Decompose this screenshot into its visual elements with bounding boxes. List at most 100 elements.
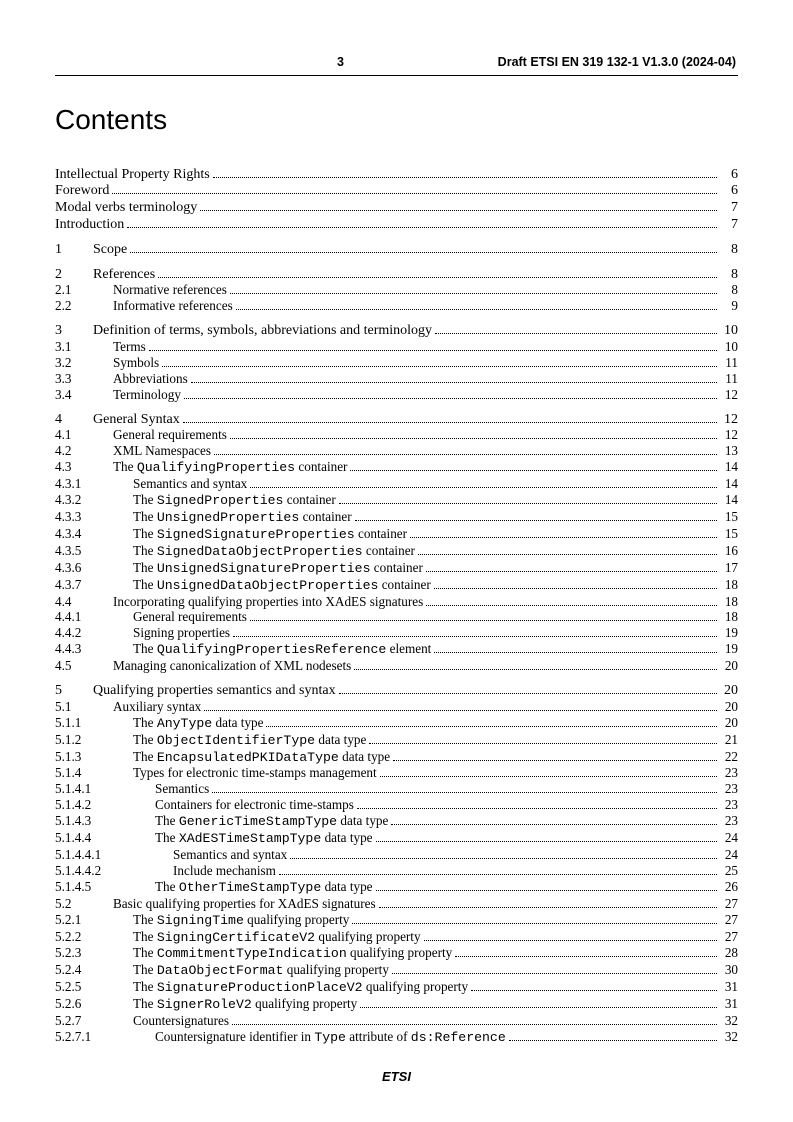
toc-entry-label: Symbols bbox=[113, 356, 159, 371]
toc-leader-dots bbox=[232, 1015, 717, 1025]
toc-leader-dots bbox=[355, 511, 717, 521]
toc-entry: 5.2.7Countersignatures32 bbox=[55, 1014, 738, 1030]
toc-entry-page: 10 bbox=[720, 323, 738, 339]
toc-leader-dots bbox=[230, 284, 717, 294]
toc-entry-label: The AnyType data type bbox=[133, 716, 263, 732]
toc-entry-number: 5.1.4.5 bbox=[55, 880, 155, 895]
toc-entry: 4.1General requirements12 bbox=[55, 428, 738, 444]
toc-leader-dots bbox=[379, 897, 717, 907]
toc-entry: 4.4.3The QualifyingPropertiesReference e… bbox=[55, 642, 738, 659]
toc-entry: 1Scope8 bbox=[55, 241, 738, 258]
toc-leader-dots bbox=[434, 643, 717, 653]
toc-entry: 4.3.1Semantics and syntax14 bbox=[55, 477, 738, 493]
contents-heading: Contents bbox=[55, 104, 738, 136]
toc-entry-label: Modal verbs terminology bbox=[55, 200, 197, 216]
toc-entry-number: 3.2 bbox=[55, 356, 113, 371]
toc-leader-dots bbox=[266, 717, 717, 727]
toc-entry-page: 23 bbox=[720, 766, 738, 781]
toc-entry-label: The GenericTimeStampType data type bbox=[155, 814, 388, 830]
toc-entry-label: Terms bbox=[113, 340, 146, 355]
toc-entry: 5.1.4.5The OtherTimeStampType data type 2… bbox=[55, 879, 738, 896]
toc-entry-page: 8 bbox=[720, 267, 738, 283]
toc-leader-dots bbox=[127, 218, 717, 228]
toc-entry-label: Countersignatures bbox=[133, 1014, 229, 1029]
toc-leader-dots bbox=[290, 849, 717, 859]
toc-leader-dots bbox=[130, 243, 717, 253]
toc-entry: 5Qualifying properties semantics and syn… bbox=[55, 683, 738, 700]
toc-entry-label: Introduction bbox=[55, 217, 124, 233]
document-reference: Draft ETSI EN 319 132-1 V1.3.0 (2024-04) bbox=[498, 55, 736, 69]
toc-entry-number: 5.1.4.4.1 bbox=[55, 848, 173, 863]
toc-leader-dots bbox=[435, 324, 717, 334]
toc-leader-dots bbox=[233, 627, 717, 637]
toc-entry: 4.3The QualifyingProperties container14 bbox=[55, 460, 738, 477]
toc-entry-page: 26 bbox=[720, 880, 738, 895]
toc-entry-label: Countersignature identifier in Type attr… bbox=[155, 1030, 506, 1046]
toc-entry-page: 22 bbox=[720, 750, 738, 765]
toc-leader-dots bbox=[183, 412, 717, 422]
toc-leader-dots bbox=[455, 947, 717, 957]
toc-entry: 5.1.4.4.2Include mechanism25 bbox=[55, 863, 738, 879]
toc-leader-dots bbox=[339, 684, 717, 694]
toc-entry-label: The SignatureProductionPlaceV2 qualifyin… bbox=[133, 980, 468, 996]
toc-entry-label: The DataObjectFormat qualifying property bbox=[133, 963, 389, 979]
toc-entry-label: Semantics and syntax bbox=[173, 848, 287, 863]
toc-entry-page: 18 bbox=[720, 595, 738, 610]
toc-entry-label: The ObjectIdentifierType data type bbox=[133, 733, 366, 749]
toc-entry-page: 9 bbox=[720, 299, 738, 314]
toc-entry-number: 5.1.2 bbox=[55, 733, 133, 748]
toc-entry: 4.3.7The UnsignedDataObjectProperties co… bbox=[55, 577, 738, 594]
toc-entry-number: 4.1 bbox=[55, 428, 113, 443]
page-number: 3 bbox=[337, 55, 344, 69]
toc-entry-label: The UnsignedSignatureProperties containe… bbox=[133, 561, 423, 577]
toc-entry-label: The UnsignedProperties container bbox=[133, 510, 352, 526]
page-footer: ETSI bbox=[0, 1069, 793, 1084]
toc-leader-dots bbox=[434, 578, 717, 588]
toc-entry-number: 5 bbox=[55, 683, 93, 699]
toc-entry-number: 4.3.1 bbox=[55, 477, 133, 492]
toc-entry-label: Qualifying properties semantics and synt… bbox=[93, 683, 336, 699]
toc-leader-dots bbox=[471, 981, 717, 991]
toc-block: 1Scope8 bbox=[55, 241, 738, 258]
toc-entry-page: 14 bbox=[720, 493, 738, 508]
toc-entry-label: Types for electronic time-stamps managem… bbox=[133, 766, 377, 781]
toc-entry-page: 20 bbox=[720, 683, 738, 699]
toc-entry: 3.3Abbreviations11 bbox=[55, 371, 738, 387]
toc-entry-number: 4.4.1 bbox=[55, 610, 133, 625]
toc-entry: 4.2XML Namespaces13 bbox=[55, 444, 738, 460]
toc-entry-label: Include mechanism bbox=[173, 864, 276, 879]
toc-entry-page: 20 bbox=[720, 716, 738, 731]
toc-entry-page: 25 bbox=[720, 864, 738, 879]
toc-entry-number: 4.4.3 bbox=[55, 642, 133, 657]
toc-entry-number: 4.3.7 bbox=[55, 578, 133, 593]
toc-entry-label: The OtherTimeStampType data type bbox=[155, 880, 373, 896]
toc-entry-number: 4.3.3 bbox=[55, 510, 133, 525]
toc-entry: 5.1.4.4.1Semantics and syntax24 bbox=[55, 848, 738, 864]
toc-block: Intellectual Property Rights6Foreword6Mo… bbox=[55, 166, 738, 233]
toc-entry-page: 7 bbox=[720, 217, 738, 233]
toc-entry-number: 3 bbox=[55, 323, 93, 339]
toc-entry: 5.2.7.1Countersignature identifier in Ty… bbox=[55, 1029, 738, 1046]
toc-entry-page: 15 bbox=[720, 510, 738, 525]
toc-entry-number: 4.3.4 bbox=[55, 527, 133, 542]
toc-entry: 5.2Basic qualifying properties for XAdES… bbox=[55, 896, 738, 912]
toc-leader-dots bbox=[212, 783, 717, 793]
toc-entry-label: The QualifyingPropertiesReference elemen… bbox=[133, 642, 431, 658]
toc-entry-label: The SignedDataObjectProperties container bbox=[133, 544, 415, 560]
toc-entry: Modal verbs terminology7 bbox=[55, 200, 738, 217]
toc-entry: 5.1.2The ObjectIdentifierType data type2… bbox=[55, 732, 738, 749]
toc-entry: 5.1.3The EncapsulatedPKIDataType data ty… bbox=[55, 749, 738, 766]
toc-entry-label: Foreword bbox=[55, 183, 109, 199]
toc-entry-label: Containers for electronic time-stamps bbox=[155, 798, 354, 813]
toc-entry: 4.4.1General requirements18 bbox=[55, 610, 738, 626]
toc-entry-number: 5.2.2 bbox=[55, 930, 133, 945]
toc-leader-dots bbox=[392, 964, 717, 974]
toc-entry-page: 15 bbox=[720, 527, 738, 542]
toc-entry: 2.1Normative references8 bbox=[55, 283, 738, 299]
toc-entry-number: 2.1 bbox=[55, 283, 113, 298]
toc-entry-label: General requirements bbox=[133, 610, 247, 625]
toc-entry-number: 4.4.2 bbox=[55, 626, 133, 641]
toc-entry-label: The SigningTime qualifying property bbox=[133, 913, 349, 929]
toc-entry-label: The SignerRoleV2 qualifying property bbox=[133, 997, 357, 1013]
toc-entry-page: 23 bbox=[720, 798, 738, 813]
